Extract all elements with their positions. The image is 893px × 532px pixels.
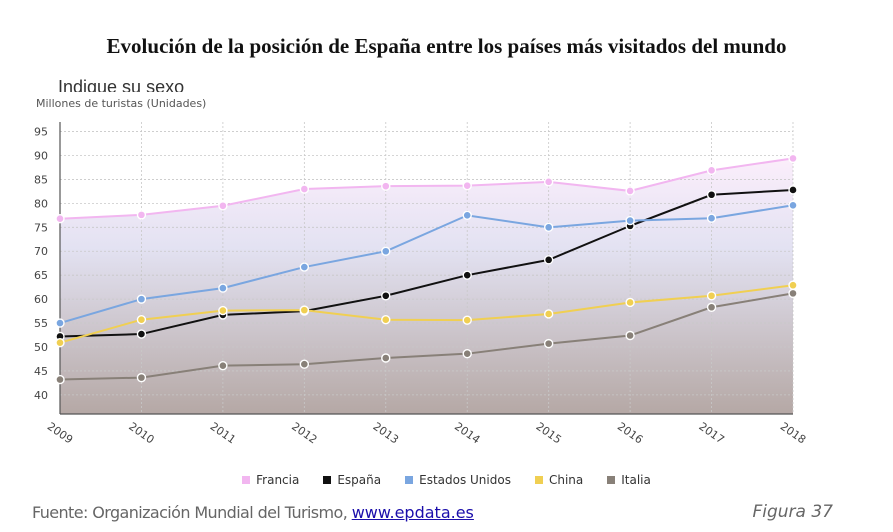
y-tick-label: 80 bbox=[34, 197, 48, 210]
data-point bbox=[543, 222, 554, 233]
data-point bbox=[55, 318, 65, 328]
legend-swatch bbox=[405, 476, 414, 484]
data-point bbox=[462, 180, 472, 191]
x-tick-label: 2011 bbox=[208, 420, 238, 447]
data-point bbox=[625, 330, 635, 341]
figure-label: Figura 37 bbox=[752, 502, 833, 522]
data-point bbox=[55, 213, 65, 224]
data-point bbox=[136, 372, 147, 383]
data-point bbox=[462, 210, 472, 221]
legend-swatch bbox=[534, 476, 543, 484]
x-tick-label: 2013 bbox=[371, 420, 401, 447]
x-tick-label: 2010 bbox=[126, 420, 156, 447]
x-tick-label: 2012 bbox=[289, 420, 319, 447]
y-tick-label: 95 bbox=[34, 126, 48, 139]
y-tick-label: 45 bbox=[34, 365, 48, 378]
data-point bbox=[788, 288, 798, 299]
x-tick-label: 2018 bbox=[778, 420, 808, 447]
data-point bbox=[218, 305, 228, 316]
y-tick-label: 50 bbox=[34, 341, 48, 354]
data-point bbox=[706, 302, 717, 312]
legend-item: España bbox=[323, 473, 381, 487]
legend-label: Francia bbox=[256, 473, 300, 487]
data-point bbox=[788, 153, 798, 164]
y-tick-label: 60 bbox=[34, 293, 48, 306]
legend-label: China bbox=[548, 473, 584, 487]
legend-swatch bbox=[323, 476, 332, 484]
series-line bbox=[59, 188, 794, 338]
data-point bbox=[55, 337, 65, 348]
legend-label: Estados Unidos bbox=[419, 473, 511, 487]
data-point bbox=[706, 291, 717, 301]
series-line bbox=[59, 204, 794, 325]
y-tick-label: 75 bbox=[34, 221, 48, 234]
data-point bbox=[706, 190, 717, 200]
data-point bbox=[543, 255, 554, 265]
data-point bbox=[218, 283, 228, 293]
y-tick-label: 90 bbox=[34, 150, 48, 163]
data-point bbox=[543, 177, 554, 187]
data-point bbox=[299, 359, 310, 369]
data-point bbox=[462, 348, 472, 359]
data-point bbox=[136, 294, 147, 304]
legend-swatch bbox=[607, 476, 616, 484]
data-point bbox=[788, 200, 798, 210]
legend-label: España bbox=[337, 473, 382, 487]
data-point bbox=[55, 374, 65, 385]
data-point bbox=[381, 291, 391, 301]
data-point bbox=[543, 309, 554, 319]
data-point bbox=[381, 246, 391, 256]
data-point bbox=[381, 314, 391, 325]
series-line bbox=[59, 292, 794, 381]
legend-item: Francia bbox=[242, 473, 299, 487]
data-point bbox=[218, 201, 228, 211]
data-point bbox=[788, 280, 798, 290]
data-point bbox=[462, 315, 472, 325]
source-text: Fuente: Organización Mundial del Turismo… bbox=[32, 503, 352, 522]
y-tick-label: 85 bbox=[34, 173, 48, 186]
data-point bbox=[299, 184, 310, 194]
data-point bbox=[625, 186, 635, 196]
legend-swatch bbox=[242, 476, 251, 484]
data-point bbox=[706, 165, 717, 176]
y-tick-label: 40 bbox=[34, 389, 48, 402]
y-tick-label: 55 bbox=[34, 317, 48, 330]
data-point bbox=[136, 329, 147, 339]
overlapping-caption: Indique su sexo bbox=[58, 77, 185, 92]
x-tick-label: 2014 bbox=[452, 420, 482, 447]
source-link[interactable]: www.epdata.es bbox=[351, 503, 474, 522]
y-tick-label: 70 bbox=[34, 245, 48, 258]
source-note: Fuente: Organización Mundial del Turismo… bbox=[32, 503, 474, 522]
x-tick-label: 2009 bbox=[45, 420, 75, 447]
x-tick-label: 2017 bbox=[696, 420, 726, 447]
document-title: Evolución de la posición de España entre… bbox=[106, 34, 787, 58]
series-line bbox=[59, 284, 794, 344]
data-point bbox=[543, 338, 554, 349]
data-point bbox=[299, 262, 310, 272]
legend-item: Italia bbox=[607, 473, 651, 487]
legend-item: China bbox=[534, 473, 584, 487]
data-point bbox=[381, 181, 391, 191]
legend-item: Estados Unidos bbox=[405, 473, 511, 487]
series-line bbox=[59, 157, 794, 220]
data-point bbox=[381, 353, 391, 363]
x-tick-label: 2015 bbox=[533, 420, 563, 447]
data-point bbox=[625, 215, 635, 226]
data-point bbox=[299, 305, 310, 315]
data-point bbox=[136, 314, 147, 325]
y-tick-label: 65 bbox=[34, 269, 48, 282]
chart-legend: Francia España Estados Unidos China Italia bbox=[0, 473, 893, 487]
data-point bbox=[462, 270, 472, 280]
data-point bbox=[136, 210, 147, 220]
line-chart: 40 45 50 55 60 65 70 75 80 85 90 95 2009 2010 2011 2012… bbox=[34, 97, 808, 447]
x-tick-label: 2016 bbox=[615, 420, 645, 447]
data-point bbox=[625, 297, 635, 308]
data-point bbox=[218, 360, 228, 371]
data-point bbox=[788, 185, 798, 195]
data-point bbox=[706, 213, 717, 223]
y-axis-label: Millones de turistas (Unidades) bbox=[36, 97, 206, 110]
legend-label: Italia bbox=[621, 473, 651, 487]
